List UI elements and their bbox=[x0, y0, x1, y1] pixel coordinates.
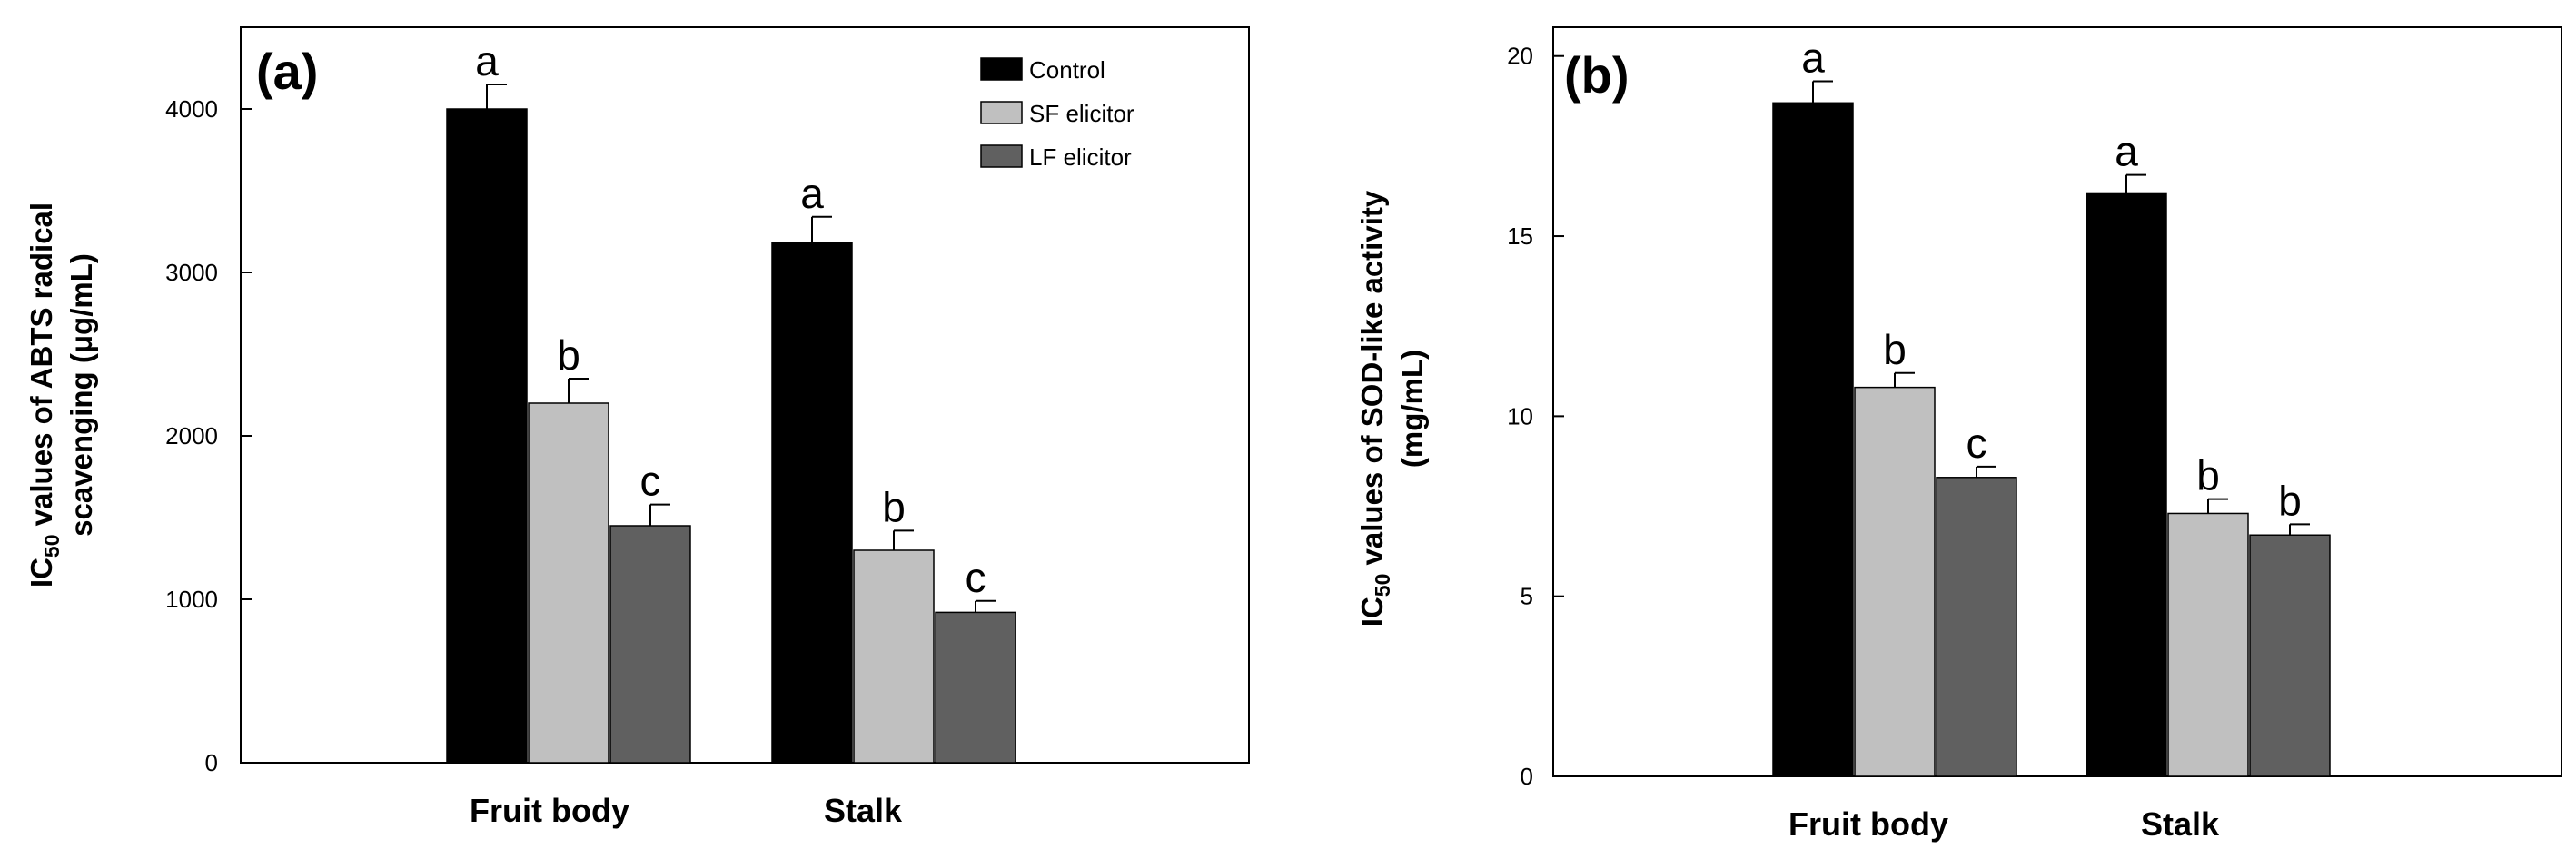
y-label-a-line2: scavenging (μg/mL) bbox=[64, 253, 98, 537]
y-tick-label: 15 bbox=[1507, 222, 1533, 250]
error-bars-b bbox=[1812, 80, 2310, 536]
significance-letter: a bbox=[1801, 34, 1825, 81]
y-tick-label: 2000 bbox=[165, 422, 218, 449]
x-category-stalk-a: Stalk bbox=[824, 792, 903, 829]
y-axis-label-b: IC50 values of SOD-like activity (mg/mL) bbox=[1355, 190, 1429, 627]
y-label-a-sub: 50 bbox=[40, 534, 64, 558]
legend-swatch-sf bbox=[980, 101, 1023, 124]
y-label-b-rest: values of SOD-like activity bbox=[1355, 190, 1389, 573]
significance-letter: c bbox=[1967, 420, 1987, 467]
y-tick-label: 0 bbox=[205, 749, 218, 776]
y-tick-label: 1000 bbox=[165, 586, 218, 613]
bar-control bbox=[1772, 102, 1854, 777]
y-tick-label: 5 bbox=[1521, 583, 1533, 610]
svg-text:IC50 values of ABTS radical: IC50 values of ABTS radical bbox=[25, 202, 64, 587]
bar-sf-elicitor bbox=[1854, 386, 1936, 777]
significance-letter: a bbox=[800, 170, 824, 217]
bar-lf-elicitor bbox=[609, 525, 691, 764]
significance-letter: c bbox=[640, 458, 661, 505]
panel-a-abts-chart: 0 1000 2000 3000 4000 a b c a b c (a) Control SF … bbox=[25, 26, 1250, 829]
bar-control bbox=[771, 242, 853, 764]
x-category-fruit-body-a: Fruit body bbox=[470, 792, 629, 829]
x-category-stalk-b: Stalk bbox=[2141, 805, 2220, 843]
bar-lf-elicitor bbox=[2249, 534, 2331, 777]
significance-letter: b bbox=[2278, 477, 2302, 524]
y-label-b-prefix: IC bbox=[1355, 597, 1389, 627]
legend-a: Control SF elicitor LF elicitor bbox=[980, 56, 1134, 171]
significance-letters-b: a b c a b b bbox=[1801, 34, 2302, 524]
legend-label-control: Control bbox=[1029, 56, 1105, 84]
y-tick-label: 20 bbox=[1507, 43, 1533, 70]
legend-label-sf: SF elicitor bbox=[1029, 100, 1134, 127]
bar-lf-elicitor bbox=[1936, 477, 2017, 777]
y-tick-label: 0 bbox=[1521, 763, 1533, 790]
y-label-a-prefix: IC bbox=[25, 558, 58, 587]
error-bars-a bbox=[486, 84, 996, 613]
bar-control bbox=[446, 108, 528, 764]
legend-swatch-control bbox=[980, 57, 1023, 81]
y-axis-a: 0 1000 2000 3000 4000 bbox=[165, 95, 252, 776]
y-tick-label: 4000 bbox=[165, 95, 218, 123]
significance-letters-a: a b c a b c bbox=[475, 37, 986, 601]
panel-label-b: (b) bbox=[1564, 46, 1630, 104]
bars-a bbox=[446, 108, 1016, 764]
panel-b-sod-chart: 0 5 10 15 20 a b c a b b (b) Fruit body Stalk IC5… bbox=[1355, 26, 2562, 843]
svg-text:IC50 values of SOD-like activi: IC50 values of SOD-like activity bbox=[1355, 190, 1394, 627]
y-tick-label: 10 bbox=[1507, 402, 1533, 430]
y-label-b-sub: 50 bbox=[1371, 574, 1394, 597]
x-category-fruit-body-b: Fruit body bbox=[1788, 805, 1948, 843]
y-axis-b: 0 5 10 15 20 bbox=[1507, 43, 1564, 790]
bar-sf-elicitor bbox=[2167, 512, 2249, 777]
legend-swatch-lf bbox=[980, 144, 1023, 168]
legend-label-lf: LF elicitor bbox=[1029, 143, 1132, 171]
bar-control bbox=[2086, 192, 2167, 777]
y-axis-label-a: IC50 values of ABTS radical scavenging (… bbox=[25, 202, 98, 587]
bars-b bbox=[1772, 102, 2331, 777]
significance-letter: b bbox=[1883, 326, 1907, 373]
y-label-b-line2: (mg/mL) bbox=[1395, 350, 1429, 468]
significance-letter: b bbox=[2196, 452, 2220, 499]
significance-letter: a bbox=[2115, 128, 2138, 175]
plot-frame-a bbox=[240, 26, 1250, 764]
bar-sf-elicitor bbox=[528, 402, 609, 764]
panel-label-a: (a) bbox=[256, 43, 318, 100]
plot-frame-b bbox=[1552, 26, 2562, 777]
significance-letter: a bbox=[475, 37, 499, 84]
significance-letter: b bbox=[882, 483, 906, 530]
significance-letter: c bbox=[966, 554, 986, 601]
y-label-a-rest: values of ABTS radical bbox=[25, 202, 58, 535]
bar-lf-elicitor bbox=[935, 611, 1016, 764]
bar-sf-elicitor bbox=[853, 549, 935, 764]
significance-letter: b bbox=[557, 331, 580, 379]
y-tick-label: 3000 bbox=[165, 259, 218, 286]
